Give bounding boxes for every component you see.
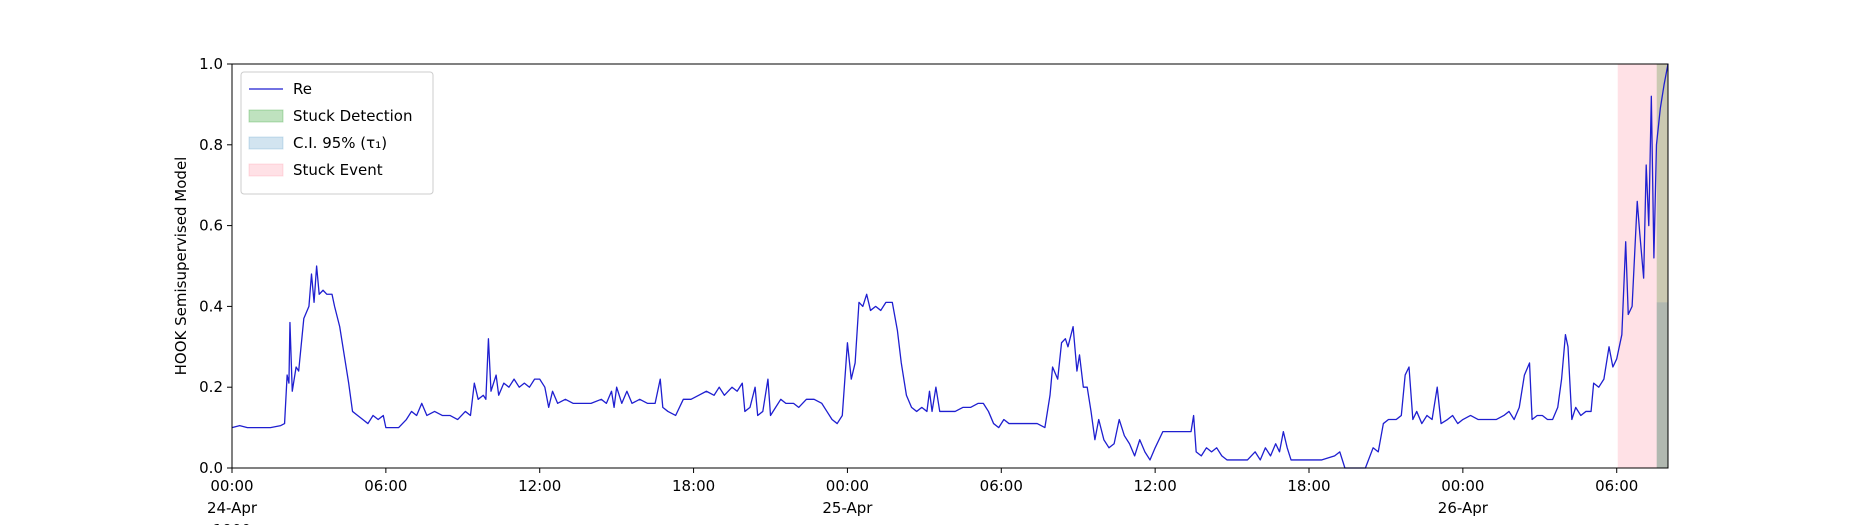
x-tick-year: 1900 xyxy=(213,521,251,525)
x-tick-label: 12:00 xyxy=(1134,477,1177,495)
shaded-span xyxy=(1656,64,1668,468)
legend-label: Re xyxy=(293,80,312,98)
x-tick-label: 00:00 xyxy=(1441,477,1484,495)
x-tick-label: 06:00 xyxy=(980,477,1023,495)
x-tick-date: 25-Apr xyxy=(822,499,873,517)
y-tick-label: 0.6 xyxy=(199,217,223,235)
x-tick-label: 06:00 xyxy=(364,477,407,495)
x-tick-date: 26-Apr xyxy=(1438,499,1489,517)
x-tick-label: 12:00 xyxy=(518,477,561,495)
axes-frame xyxy=(231,63,1669,469)
y-tick-label: 0.2 xyxy=(199,378,223,396)
y-tick-label: 0.4 xyxy=(199,297,223,315)
legend-label: Stuck Event xyxy=(293,161,383,179)
x-tick-label: 00:00 xyxy=(826,477,869,495)
legend-patch xyxy=(248,163,284,177)
y-tick-label: 0.0 xyxy=(199,459,223,477)
legend: Re Stuck Detection C.I. 95% (τ₁) Stuck Even… xyxy=(240,71,434,195)
legend-box xyxy=(240,71,434,195)
legend-patch xyxy=(248,136,284,150)
legend-patch xyxy=(248,109,284,123)
legend-label: C.I. 95% (τ₁) xyxy=(293,134,387,152)
x-tick-label: 18:00 xyxy=(1287,477,1330,495)
legend-label: Stuck Detection xyxy=(293,107,412,125)
y-tick-label: 1.0 xyxy=(199,55,223,73)
x-tick-date: 24-Apr xyxy=(207,499,258,517)
y-tick-label: 0.8 xyxy=(199,136,223,154)
x-tick-label: 18:00 xyxy=(672,477,715,495)
x-tick-label: 00:00 xyxy=(210,477,253,495)
x-tick-label: 06:00 xyxy=(1595,477,1638,495)
y-axis-label: HOOK Semisupervised Model xyxy=(172,157,190,376)
data-line xyxy=(231,63,1669,469)
shaded-span xyxy=(1656,302,1668,468)
